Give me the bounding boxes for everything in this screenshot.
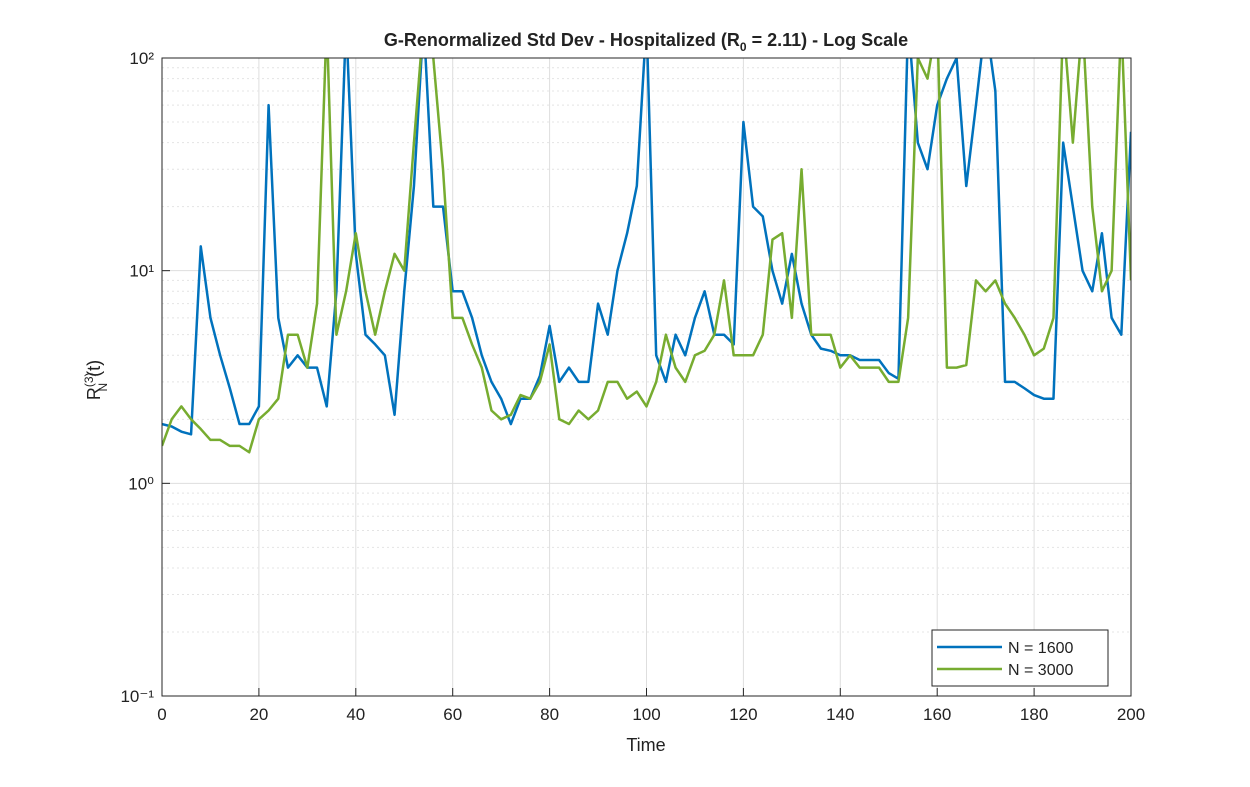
y-axis-label: R(3)N (t) bbox=[82, 360, 110, 400]
x-tick-label: 40 bbox=[346, 705, 365, 724]
x-tick-label: 0 bbox=[157, 705, 166, 724]
x-tick-label: 100 bbox=[632, 705, 660, 724]
y-tick-label: 10¹ bbox=[129, 262, 154, 281]
title-part: G-Renormalized Std Dev - Hospitalized (R bbox=[384, 30, 740, 50]
chart-title: G-Renormalized Std Dev - Hospitalized (R… bbox=[384, 30, 908, 54]
ticks: 0 20 40 60 80 100 120 140 160 180 200 10⁻¹ 10⁰ 10¹ 10² bbox=[120, 49, 1145, 724]
x-tick-label: 60 bbox=[443, 705, 462, 724]
x-axis-label: Time bbox=[626, 735, 665, 755]
legend-label: N = 1600 bbox=[1008, 640, 1073, 657]
series-line bbox=[162, 58, 1131, 436]
title-subscript: 0 bbox=[740, 40, 747, 54]
x-tick-label: 20 bbox=[249, 705, 268, 724]
x-tick-label: 160 bbox=[923, 705, 951, 724]
x-tick-label: 80 bbox=[540, 705, 559, 724]
x-tick-label: 140 bbox=[826, 705, 854, 724]
x-tick-label: 120 bbox=[729, 705, 757, 724]
x-tick-label: 200 bbox=[1117, 705, 1145, 724]
title-part: = 2.11) - Log Scale bbox=[747, 30, 909, 50]
legend-label: N = 3000 bbox=[1008, 662, 1073, 679]
ylabel-superscript: (3) bbox=[82, 373, 96, 388]
y-tick-label: 10⁻¹ bbox=[120, 687, 154, 706]
y-tick-label: 10⁰ bbox=[128, 474, 154, 493]
ylabel-part: (t) bbox=[84, 360, 104, 377]
ylabel-subscript: N bbox=[96, 383, 110, 392]
series-line bbox=[162, 58, 1131, 454]
legend: N = 1600 N = 3000 bbox=[931, 629, 1109, 687]
ylabel-part: R bbox=[84, 387, 104, 400]
y-tick-label: 10² bbox=[129, 49, 154, 68]
x-tick-label: 180 bbox=[1020, 705, 1048, 724]
lines bbox=[162, 58, 1131, 454]
legend-box bbox=[931, 629, 1109, 687]
